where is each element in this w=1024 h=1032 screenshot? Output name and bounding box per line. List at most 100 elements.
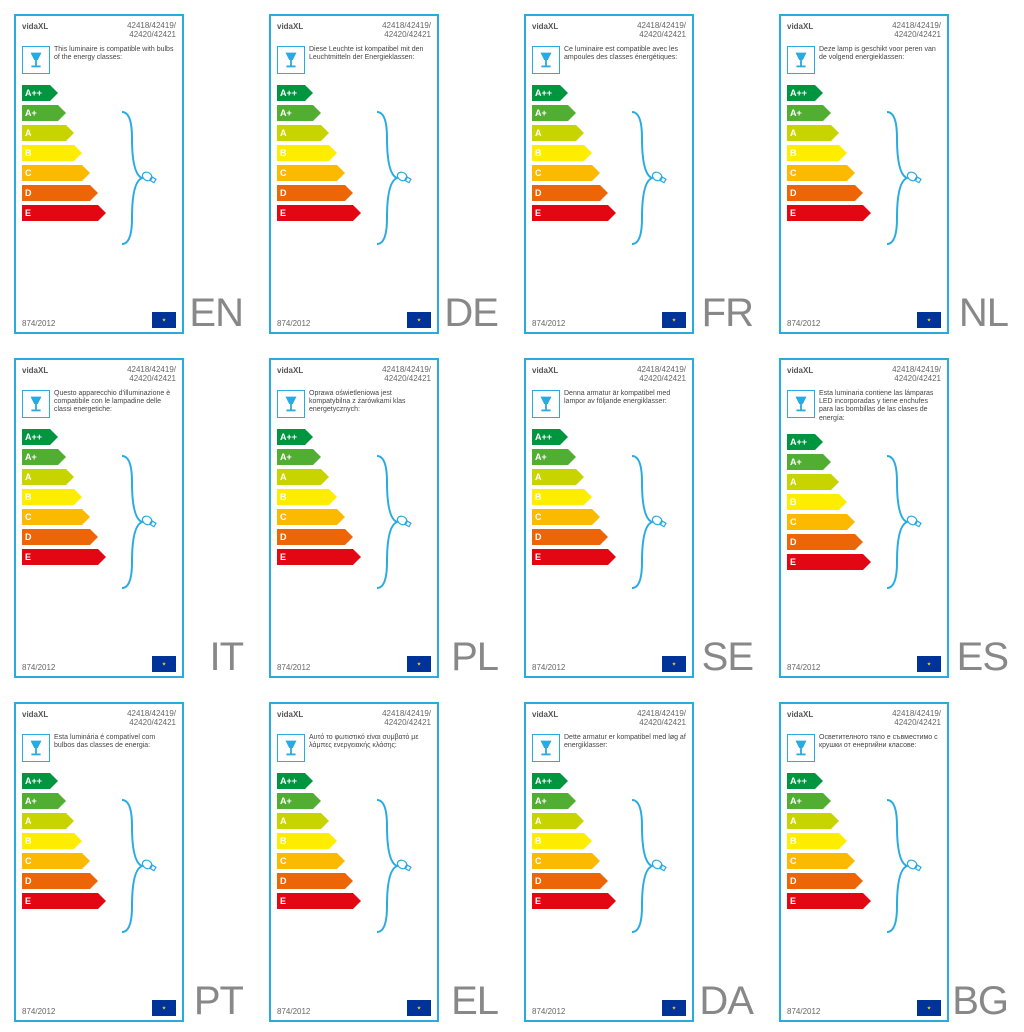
card-footer: 874/2012 — [22, 1000, 176, 1016]
energy-class-label: E — [790, 557, 796, 567]
energy-class-label: A+ — [280, 796, 292, 806]
energy-class-label: B — [280, 148, 287, 158]
energy-class-arrow: D — [22, 529, 90, 545]
energy-class-arrow: D — [787, 873, 855, 889]
energy-class-label: C — [25, 512, 32, 522]
product-codes: 42418/42419/ 42420/42421 — [637, 366, 686, 384]
eu-flag-icon — [917, 656, 941, 672]
energy-class-arrow: C — [532, 509, 592, 525]
energy-class-label: E — [280, 552, 286, 562]
energy-class-arrow: A++ — [787, 773, 815, 789]
energy-class-arrow: A++ — [22, 773, 50, 789]
energy-label-card: vidaXL 42418/42419/ 42420/42421 Αυτό το … — [269, 702, 439, 1022]
energy-class-label: E — [25, 208, 31, 218]
regulation-text: 874/2012 — [277, 319, 310, 328]
product-codes: 42418/42419/ 42420/42421 — [892, 22, 941, 40]
energy-class-label: D — [790, 537, 797, 547]
energy-class-label: A++ — [535, 776, 552, 786]
energy-class-arrow: A — [22, 469, 66, 485]
lamp-icon — [790, 49, 812, 71]
energy-class-label: C — [280, 512, 287, 522]
lamp-icon — [280, 49, 302, 71]
energy-class-row: A++ — [277, 772, 431, 790]
regulation-text: 874/2012 — [787, 1007, 820, 1016]
energy-class-arrow: A+ — [277, 793, 313, 809]
energy-class-label: B — [25, 148, 32, 158]
energy-class-label: B — [535, 492, 542, 502]
brace-icon — [879, 796, 929, 936]
description-text: Ce luminaire est compatible avec les amp… — [564, 46, 686, 63]
energy-class-arrow: C — [787, 853, 847, 869]
eu-flag-icon — [407, 312, 431, 328]
energy-class-label: A++ — [25, 432, 42, 442]
energy-class-arrow: D — [787, 534, 855, 550]
energy-class-row: A++ — [22, 772, 176, 790]
lamp-icon-box — [277, 46, 305, 74]
product-codes: 42418/42419/ 42420/42421 — [382, 366, 431, 384]
card-footer: 874/2012 — [787, 1000, 941, 1016]
product-codes: 42418/42419/ 42420/42421 — [127, 710, 176, 728]
energy-class-arrow: E — [22, 893, 98, 909]
card-header: vidaXL 42418/42419/ 42420/42421 — [526, 704, 692, 730]
energy-class-label: A+ — [25, 796, 37, 806]
label-cell: vidaXL 42418/42419/ 42420/42421 Questo a… — [4, 348, 255, 688]
card-footer: 874/2012 — [277, 656, 431, 672]
energy-class-arrow: B — [532, 145, 584, 161]
brand-text: vidaXL — [532, 22, 558, 40]
language-code: BG — [952, 979, 1008, 1024]
description-text: Осветителното тяло е съвместимо с крушки… — [819, 734, 941, 751]
energy-class-arrow: A++ — [277, 85, 305, 101]
energy-class-arrow: A+ — [22, 105, 58, 121]
eu-flag-icon — [917, 312, 941, 328]
energy-class-arrow: B — [277, 145, 329, 161]
energy-class-arrow: E — [277, 205, 353, 221]
language-code: IT — [209, 635, 243, 680]
energy-class-arrow: A++ — [532, 85, 560, 101]
card-header: vidaXL 42418/42419/ 42420/42421 — [526, 360, 692, 386]
energy-class-arrow: A — [532, 469, 576, 485]
energy-class-arrow: A+ — [787, 793, 823, 809]
card-footer: 874/2012 — [532, 656, 686, 672]
energy-class-row: A++ — [787, 772, 941, 790]
energy-class-label: A+ — [280, 108, 292, 118]
description-text: Diese Leuchte ist kompatibel mit den Leu… — [309, 46, 431, 63]
brace-icon — [369, 452, 419, 592]
energy-class-arrow: B — [787, 494, 839, 510]
energy-class-label: A++ — [790, 88, 807, 98]
eu-flag-icon — [662, 656, 686, 672]
language-code: DE — [444, 291, 498, 336]
brace-wrap — [114, 108, 164, 248]
energy-class-arrow: C — [532, 853, 592, 869]
energy-class-arrow: A — [277, 813, 321, 829]
lamp-icon-box — [532, 46, 560, 74]
energy-class-arrow: D — [277, 529, 345, 545]
energy-class-label: B — [535, 148, 542, 158]
energy-class-arrow: C — [277, 509, 337, 525]
energy-label-card: vidaXL 42418/42419/ 42420/42421 This lum… — [14, 14, 184, 334]
description-row: Esta luminária é compatível com bulbos d… — [16, 730, 182, 768]
energy-class-label: A — [25, 816, 32, 826]
energy-class-label: C — [280, 168, 287, 178]
brace-icon — [879, 108, 929, 248]
energy-class-label: A++ — [280, 88, 297, 98]
energy-class-arrow: C — [277, 853, 337, 869]
energy-class-label: A++ — [280, 432, 297, 442]
energy-class-arrow: D — [277, 873, 345, 889]
lamp-icon — [790, 737, 812, 759]
energy-class-label: A — [790, 816, 797, 826]
label-cell: vidaXL 42418/42419/ 42420/42421 This lum… — [4, 4, 255, 344]
energy-class-label: D — [280, 876, 287, 886]
energy-class-arrow: E — [532, 549, 608, 565]
energy-class-row: A++ — [532, 428, 686, 446]
description-text: Questo apparecchio d'illuminazione è com… — [54, 390, 176, 415]
energy-class-label: A++ — [25, 88, 42, 98]
energy-class-label: C — [25, 168, 32, 178]
brand-text: vidaXL — [277, 710, 303, 728]
energy-class-label: C — [280, 856, 287, 866]
energy-class-label: C — [535, 512, 542, 522]
language-code: NL — [959, 291, 1008, 336]
energy-class-arrow: A — [787, 474, 831, 490]
eu-flag-icon — [152, 1000, 176, 1016]
energy-class-label: B — [790, 497, 797, 507]
energy-class-row: A++ — [22, 84, 176, 102]
